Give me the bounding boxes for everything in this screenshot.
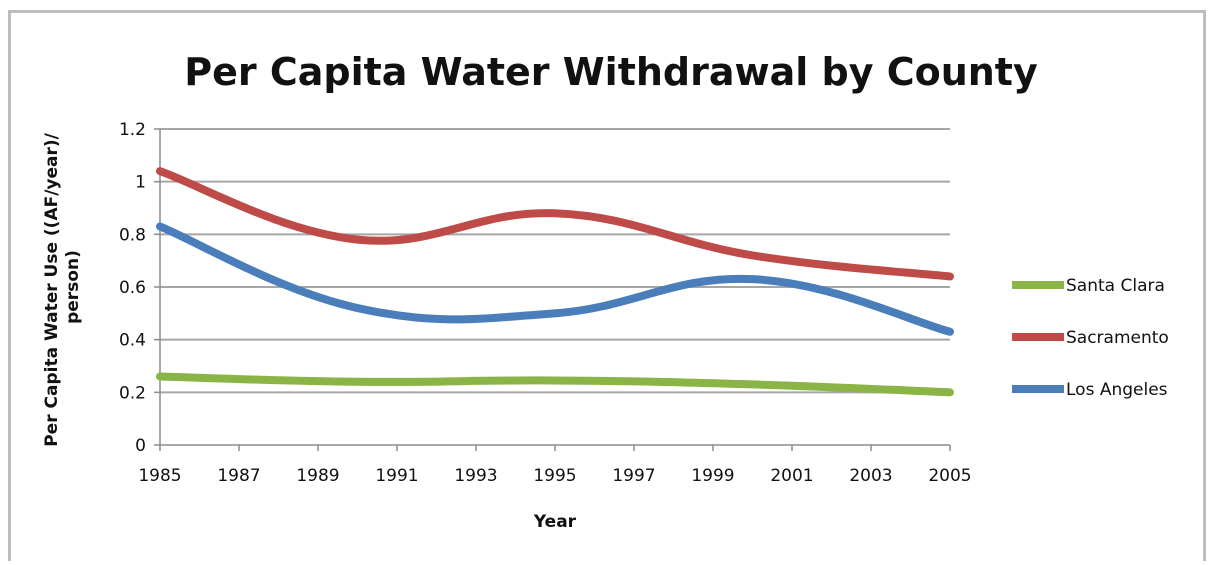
- legend: Santa Clara Sacramento Los Angeles: [1012, 276, 1169, 400]
- series-line-sacramento: [156, 167, 954, 281]
- series-line-santa-clara: [156, 372, 954, 397]
- y-axis-title-line-1: Per Capita Water Use ((AF/year)/: [42, 132, 62, 446]
- series-lines: [156, 167, 954, 397]
- x-tick-label: 1991: [375, 466, 418, 486]
- y-tick-label: 1: [135, 173, 146, 193]
- y-axis-title-line-2: person): [63, 250, 83, 324]
- x-axis-title: Year: [533, 512, 577, 532]
- y-tick-label: 0.4: [119, 331, 146, 351]
- x-tick-label: 1987: [217, 466, 260, 486]
- y-axis-ticks: 0 0.2 0.4 0.6 0.8 1 1.2: [119, 120, 160, 456]
- chart-title: Per Capita Water Withdrawal by County: [184, 50, 1038, 94]
- y-tick-label: 1.2: [119, 120, 146, 140]
- x-tick-label: 2001: [770, 466, 813, 486]
- y-tick-label: 0.6: [119, 278, 146, 298]
- x-tick-label: 1993: [454, 466, 497, 486]
- y-tick-label: 0.8: [119, 225, 146, 245]
- x-tick-label: 1989: [296, 466, 339, 486]
- x-tick-label: 1995: [533, 466, 576, 486]
- y-tick-label: 0: [135, 436, 146, 456]
- legend-label-los-angeles: Los Angeles: [1066, 380, 1168, 400]
- series-line-los-angeles: [156, 222, 954, 336]
- legend-label-sacramento: Sacramento: [1066, 328, 1169, 348]
- x-tick-label: 1997: [612, 466, 655, 486]
- x-axis-ticks: 1985 1987 1989 1991 1993 1995 1997 1999 2001 2003…: [138, 445, 972, 486]
- y-axis-title: Per Capita Water Use ((AF/year)/ person): [42, 127, 83, 447]
- y-tick-label: 0.2: [119, 383, 146, 403]
- x-tick-label: 1985: [138, 466, 181, 486]
- x-tick-label: 1999: [691, 466, 734, 486]
- chart-frame: [8, 10, 1206, 561]
- gridlines: [160, 128, 950, 394]
- x-tick-label: 2005: [928, 466, 971, 486]
- x-tick-label: 2003: [849, 466, 892, 486]
- legend-label-santa-clara: Santa Clara: [1066, 276, 1165, 296]
